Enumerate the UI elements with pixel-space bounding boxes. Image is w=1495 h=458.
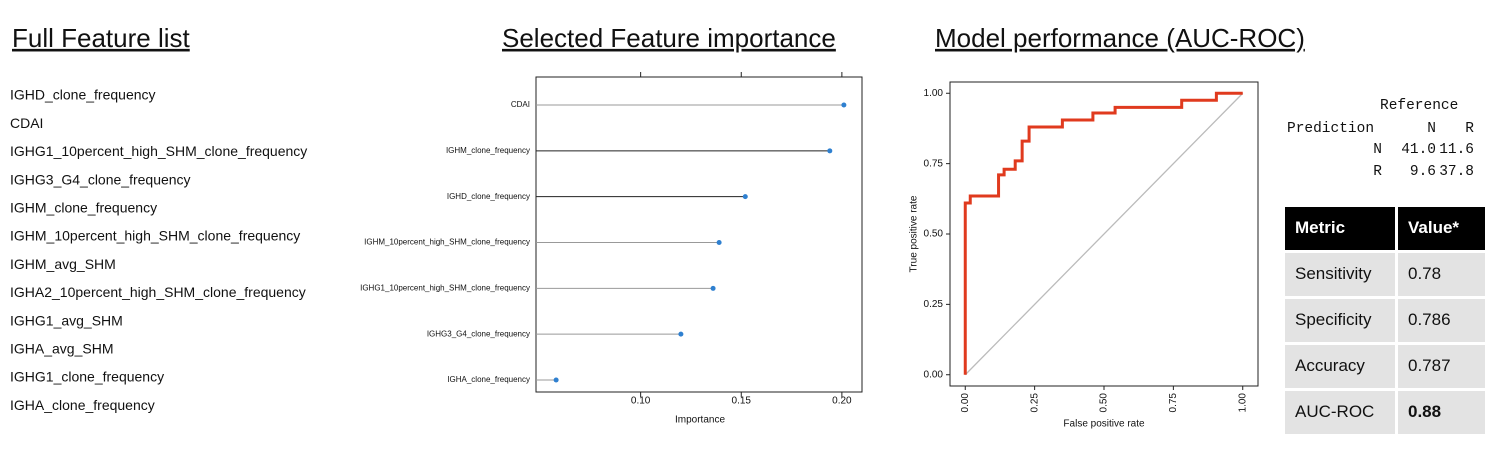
cm-cell: 9.6	[1410, 164, 1436, 180]
table-header-cell	[1398, 207, 1485, 250]
y-tick-label: IGHA_clone_frequency	[447, 375, 530, 384]
lollipop-dot	[678, 331, 684, 337]
cm-cell: 37.8	[1439, 164, 1474, 180]
feature-item: IGHA2_10percent_high_SHM_clone_frequency	[10, 284, 306, 300]
table-header-cell	[1285, 207, 1395, 250]
x-axis-title: Importance	[675, 415, 725, 426]
y-axis-title: True positive rate	[909, 195, 920, 272]
feature-item: IGHG1_avg_SHM	[10, 312, 123, 328]
y-tick-label: IGHM_10percent_high_SHM_clone_frequency	[364, 238, 530, 247]
importance-frame	[535, 76, 863, 393]
y-tick-label: 0.25	[924, 299, 944, 310]
lollipop-dot	[710, 285, 716, 291]
cm-cell: 41.0	[1401, 142, 1436, 158]
table-cell: 0.78	[1408, 264, 1441, 283]
cm-row-label: N	[1373, 142, 1382, 158]
y-tick-label: IGHM_clone_frequency	[446, 146, 530, 155]
y-tick-label: CDAI	[511, 100, 530, 109]
lollipop-dot	[841, 102, 847, 108]
feature-item: IGHG3_G4_clone_frequency	[10, 171, 191, 187]
x-tick-label: 1.00	[1237, 393, 1248, 413]
y-tick-label: 0.00	[924, 369, 944, 380]
y-tick-label: 0.75	[924, 158, 944, 169]
x-axis-title: False positive rate	[1063, 419, 1145, 430]
y-tick-label: IGHG1_10percent_high_SHM_clone_frequency	[360, 283, 530, 292]
chance-line	[964, 92, 1244, 376]
table-cell: 0.786	[1408, 310, 1451, 329]
table-header: Value*	[1408, 218, 1459, 237]
feature-item: IGHG1_10percent_high_SHM_clone_frequency	[10, 143, 307, 159]
table-cell-bg	[1285, 299, 1395, 342]
table-cell: Sensitivity	[1295, 264, 1372, 283]
x-tick-label: 0.15	[732, 396, 752, 407]
table-cell-bg	[1398, 391, 1485, 434]
importance-title: Selected Feature importance	[502, 23, 836, 53]
x-tick-label: 0.20	[832, 396, 852, 407]
x-tick-label: 0.50	[1099, 393, 1110, 413]
feature-list-title: Full Feature list	[12, 23, 190, 53]
lollipop-dot	[827, 148, 833, 154]
feature-item: IGHA_avg_SHM	[10, 341, 113, 357]
x-tick-label: 0.25	[1029, 393, 1040, 413]
table-cell: 0.787	[1408, 356, 1451, 375]
lollipop-dot	[742, 194, 748, 200]
x-tick-label: 0.00	[960, 393, 971, 413]
reference-label: Reference	[1380, 98, 1458, 114]
cm-row-label: R	[1373, 164, 1382, 180]
table-cell: 0.88	[1408, 402, 1441, 421]
y-tick-label: 1.00	[924, 88, 944, 99]
table-cell: Accuracy	[1295, 356, 1365, 375]
feature-item: IGHD_clone_frequency	[10, 87, 156, 103]
lollipop-dot	[716, 240, 722, 245]
y-tick-label: 0.50	[924, 229, 944, 240]
feature-item: IGHA_clone_frequency	[10, 397, 155, 413]
table-cell-bg	[1398, 299, 1485, 342]
x-tick-label: 0.10	[631, 396, 651, 407]
roc-curve	[963, 91, 1243, 375]
feature-item: IGHG1_clone_frequency	[10, 369, 164, 385]
table-cell-bg	[1285, 391, 1395, 434]
table-cell-bg	[1285, 345, 1395, 388]
feature-item: IGHM_clone_frequency	[10, 200, 157, 216]
table-cell: Specificity	[1295, 310, 1372, 329]
cm-column: R	[1465, 121, 1474, 137]
y-tick-label: IGHD_clone_frequency	[447, 192, 530, 201]
y-tick-label: IGHG3_G4_clone_frequency	[427, 329, 530, 338]
table-cell-bg	[1398, 253, 1485, 296]
feature-item: IGHM_avg_SHM	[10, 256, 116, 272]
feature-item: CDAI	[10, 115, 43, 131]
cm-column: N	[1427, 121, 1436, 137]
table-cell-bg	[1398, 345, 1485, 388]
roc-title: Model performance (AUC-ROC)	[935, 23, 1305, 53]
feature-item: IGHM_10percent_high_SHM_clone_frequency	[10, 228, 300, 244]
x-tick-label: 0.75	[1168, 393, 1179, 413]
table-header: Metric	[1295, 218, 1345, 237]
table-cell-bg	[1285, 253, 1395, 296]
cm-cell: 11.6	[1439, 142, 1474, 158]
lollipop-dot	[553, 377, 559, 383]
prediction-label: Prediction	[1287, 121, 1374, 137]
table-cell: AUC-ROC	[1295, 402, 1374, 421]
